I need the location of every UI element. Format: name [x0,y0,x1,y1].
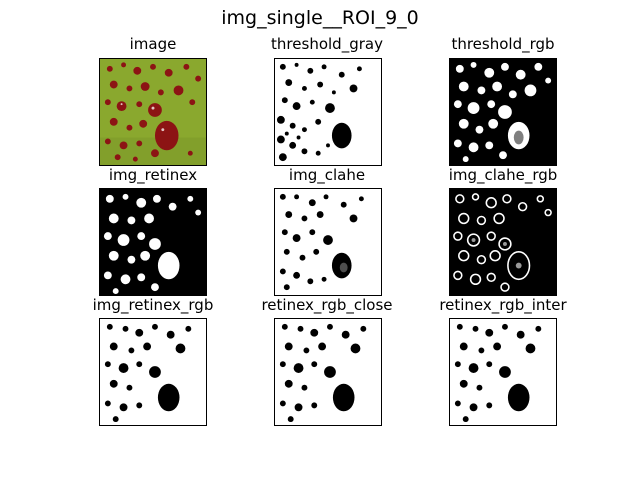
retinex-rgb-inter-raster [450,319,556,425]
panel-title-retinex-rgb-close: retinex_rgb_close [261,296,393,314]
panel-title-image: image [129,35,177,53]
image-raster [100,59,206,165]
threshold-rgb-raster [450,59,556,165]
figure-title: img_single__ROI_9_0 [221,7,419,29]
panel-threshold-gray [274,58,382,166]
img-clahe-rgb-raster [450,189,556,295]
panel-retinex-rgb-close [274,318,382,426]
img-retinex-raster [100,189,206,295]
panel-title-threshold-gray: threshold_gray [271,35,383,53]
img-retinex-rgb-raster [100,319,206,425]
panel-img-clahe-rgb [449,188,557,296]
panel-retinex-rgb-inter [449,318,557,426]
retinex-rgb-close-raster [275,319,381,425]
panel-title-img-retinex-rgb: img_retinex_rgb [92,296,214,314]
img-clahe-raster [275,189,381,295]
panel-title-retinex-rgb-inter: retinex_rgb_inter [439,296,567,314]
panel-image [99,58,207,166]
panel-title-threshold-rgb: threshold_rgb [451,35,555,53]
panel-img-clahe [274,188,382,296]
panel-title-img-retinex: img_retinex [108,166,198,184]
panel-img-retinex [99,188,207,296]
threshold-gray-raster [275,59,381,165]
panel-title-img-clahe-rgb: img_clahe_rgb [448,166,558,184]
panel-img-retinex-rgb [99,318,207,426]
panel-title-img-clahe: img_clahe [288,166,366,184]
panel-threshold-rgb [449,58,557,166]
